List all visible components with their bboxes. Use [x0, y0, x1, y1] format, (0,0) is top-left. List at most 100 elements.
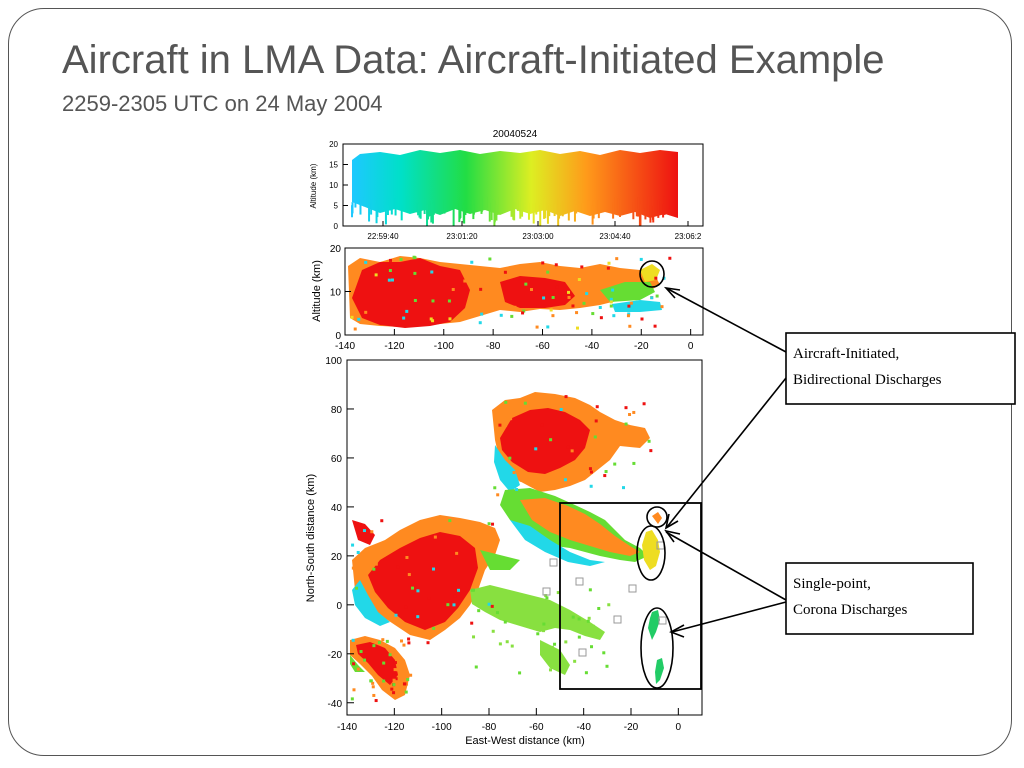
panel3-point	[493, 486, 497, 490]
panel3-point	[587, 616, 591, 620]
panel3-point	[584, 671, 588, 675]
panel3-point	[628, 413, 632, 417]
panel2-point	[571, 304, 575, 308]
panel3-point	[401, 689, 405, 693]
panel3-ytick-label: -40	[328, 699, 343, 710]
panel2-point	[639, 257, 643, 261]
panel3-point	[632, 410, 636, 414]
panel3-point	[589, 484, 593, 488]
panel3-point	[545, 596, 549, 600]
panel2-point	[463, 279, 467, 283]
panel3-point	[363, 658, 367, 662]
panel3-point	[427, 596, 431, 600]
panel3-point	[509, 417, 513, 421]
panel3-ytick-label: -20	[328, 650, 343, 661]
panel3-point	[396, 668, 400, 672]
panel3-point	[362, 529, 366, 533]
panel3-point	[589, 633, 593, 637]
panel2-point	[627, 304, 631, 308]
panel2-xtick-label: 0	[688, 341, 694, 352]
panel3-point	[370, 530, 374, 534]
panel3-point	[411, 525, 415, 529]
panel3-point	[504, 400, 508, 404]
panel3-point	[642, 402, 646, 406]
panel2-point	[582, 301, 586, 305]
panel3-point	[372, 644, 376, 648]
panel3-point	[495, 611, 499, 615]
panel2-point	[655, 294, 659, 298]
panel2-point	[581, 294, 585, 298]
panel2-point	[551, 314, 555, 318]
panel2-point	[628, 324, 632, 328]
panel3-open-square	[575, 577, 584, 586]
panel3-point	[515, 488, 519, 492]
panel3-point	[563, 478, 567, 482]
panel3-point	[622, 486, 626, 490]
panel3-point	[632, 461, 636, 465]
panel2-ytick-label: 10	[330, 288, 342, 299]
panel3-point	[570, 449, 574, 453]
panel3-xtick-label: -100	[432, 722, 452, 733]
panel2-point	[598, 305, 602, 309]
panel2-point	[353, 327, 357, 331]
panel3-point	[416, 615, 420, 619]
panel3-point	[605, 664, 609, 668]
panel3-xtick-label: 0	[676, 722, 682, 733]
panel3-xtick-label: -120	[384, 722, 404, 733]
panel2-point	[480, 312, 484, 316]
panel3-point	[403, 682, 407, 686]
panel3-point	[518, 671, 522, 675]
panel2-point	[580, 265, 584, 269]
panel3-point	[407, 573, 411, 577]
panel3-point	[597, 606, 601, 610]
callout-aircraft-line2: Bidirectional Discharges	[793, 372, 942, 388]
panel3-point	[491, 629, 495, 633]
panel3-point	[588, 588, 592, 592]
panel3-point	[512, 471, 516, 475]
panel2-point	[554, 263, 558, 267]
panel2-point	[577, 277, 581, 281]
panel3-point	[453, 594, 457, 598]
panel2-point	[522, 309, 526, 313]
panel3-point	[477, 568, 481, 572]
panel3-point	[589, 470, 593, 474]
callout-corona-line2: Corona Discharges	[793, 602, 907, 618]
panel3-point	[496, 493, 500, 497]
panel3-xtick-label: -140	[337, 722, 357, 733]
panel1-ytick-label: 0	[334, 222, 339, 231]
panel3-point	[407, 641, 411, 645]
panel2-point	[412, 255, 416, 259]
panel3-points	[350, 392, 667, 703]
panel3-point	[624, 422, 628, 426]
panel3-point	[392, 678, 396, 682]
panel3-point	[590, 645, 594, 649]
panel3-point	[350, 697, 354, 701]
panel3-point	[602, 651, 606, 655]
panel2-xtick-label: -120	[384, 341, 404, 352]
panel3-point	[494, 606, 498, 610]
panel3-point	[355, 641, 359, 645]
panel2-xtick-label: -60	[535, 341, 550, 352]
panel2-point	[513, 305, 517, 309]
aircraft-circle-profile	[639, 260, 665, 288]
panel3-point	[510, 644, 514, 648]
panel2-point	[390, 278, 394, 282]
panel2-point	[521, 311, 525, 315]
panel3-point	[564, 640, 568, 644]
panel2-point	[470, 260, 474, 264]
panel3-ytick-label: 0	[336, 601, 342, 612]
panel2-point	[611, 288, 615, 292]
panel2-xtick-label: -80	[486, 341, 501, 352]
panel3-point	[426, 641, 430, 645]
panel3-point	[380, 519, 384, 523]
panel2-point	[431, 299, 435, 303]
panel3-point	[577, 635, 581, 639]
panel3-point	[388, 653, 392, 657]
panel3-open-square	[628, 584, 637, 593]
panel3-point	[508, 456, 512, 460]
panel3-point	[523, 401, 527, 405]
panel3-point	[556, 591, 560, 595]
panel3-point	[404, 605, 408, 609]
panel3-point	[377, 640, 381, 644]
